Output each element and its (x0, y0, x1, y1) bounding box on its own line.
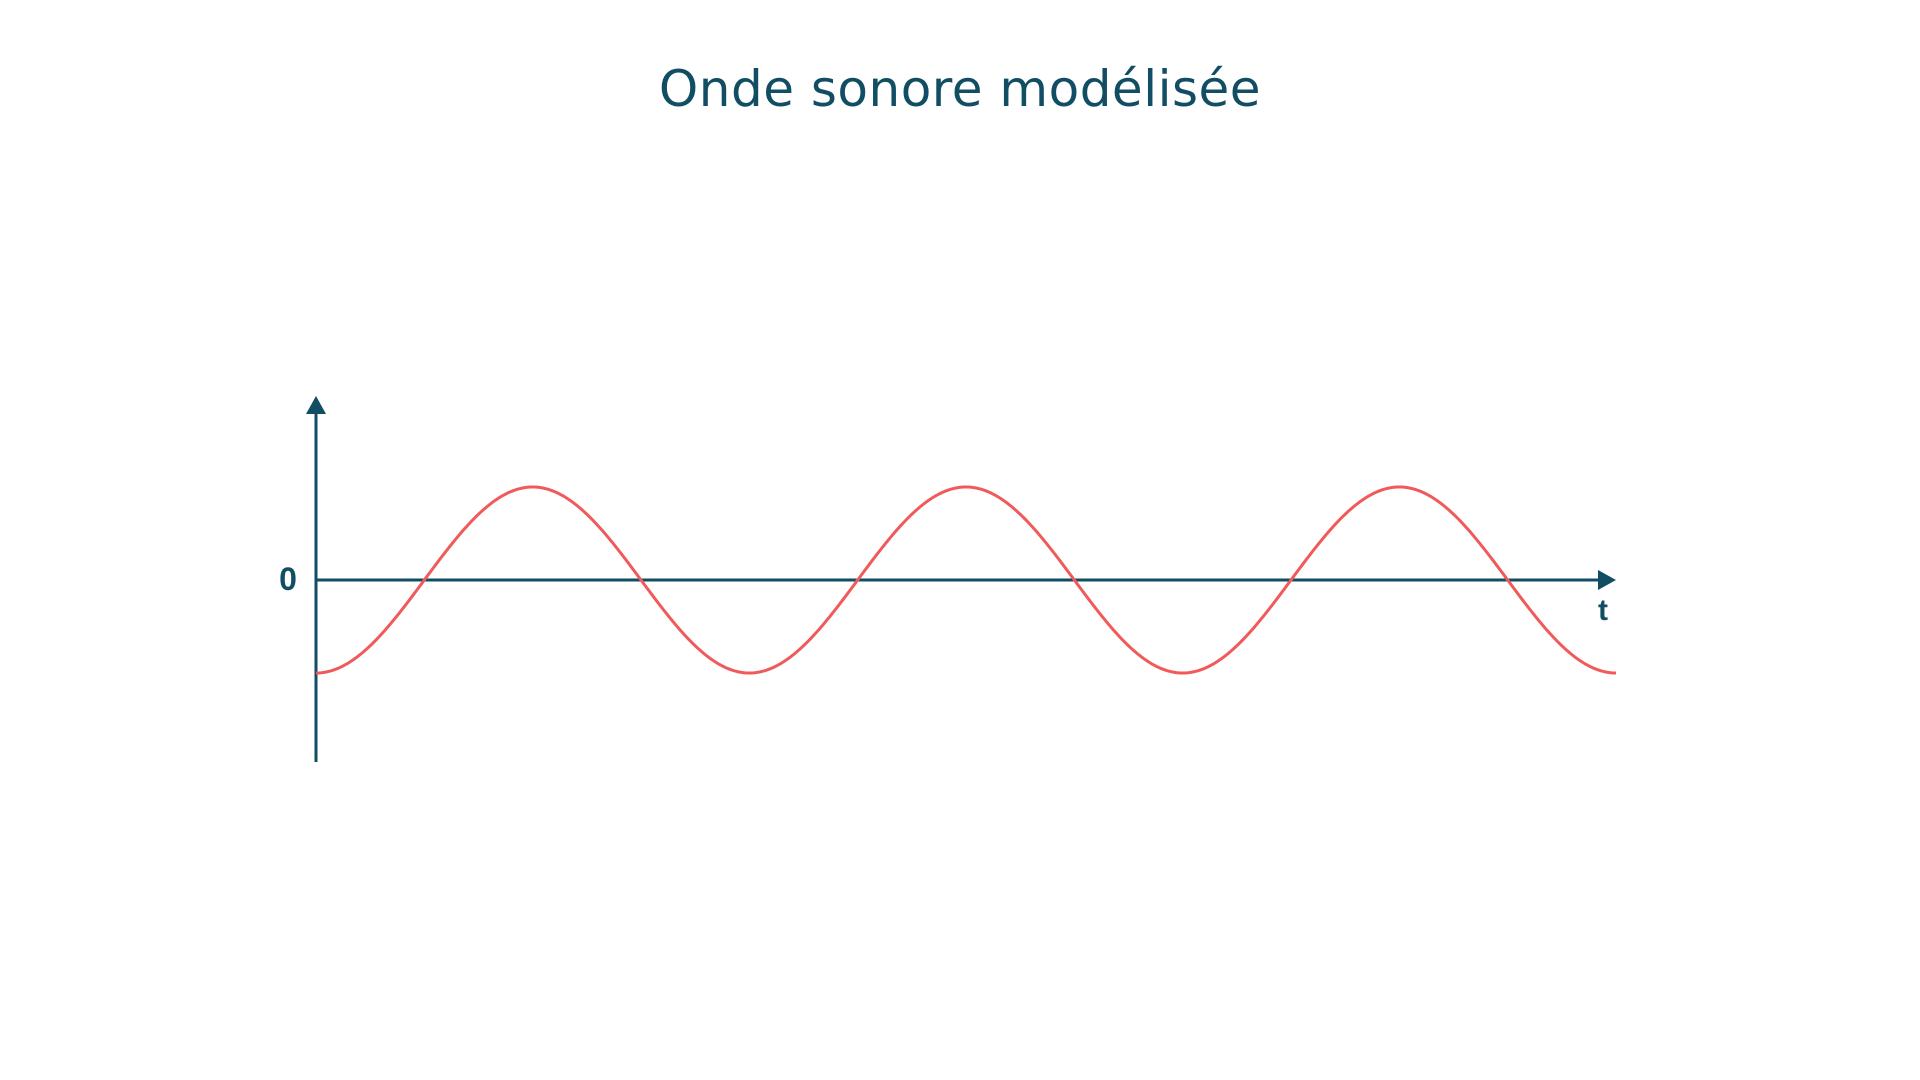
origin-tick-label: 0 (279, 561, 297, 597)
sound-wave-series (315, 485, 1617, 675)
x-axis-label: t (1598, 594, 1608, 627)
x-axis-arrow (1598, 570, 1616, 590)
y-axis-arrow (306, 396, 326, 414)
chart-title: Onde sonore modélisée (658, 60, 1262, 118)
